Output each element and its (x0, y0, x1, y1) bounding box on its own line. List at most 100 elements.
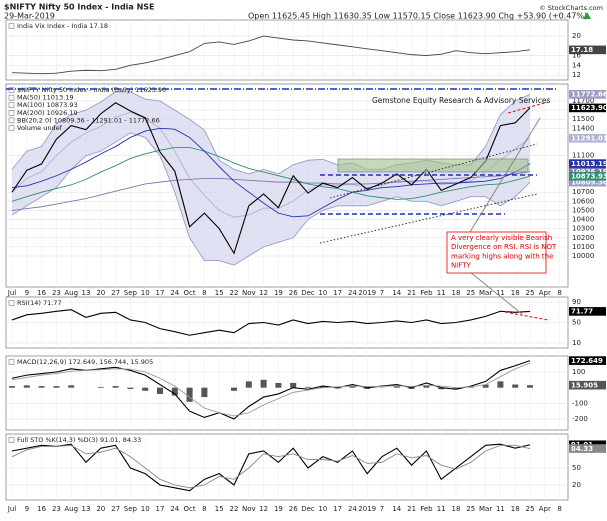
x-tick-label: Oct (184, 289, 196, 297)
histogram-bar (171, 387, 178, 396)
x-tick-label: 24 (348, 289, 357, 297)
histogram-bar (186, 387, 193, 402)
x-tick-label: 26 (289, 505, 298, 513)
band-fill (12, 91, 530, 266)
x-tick-label: 13 (82, 289, 91, 297)
quote: Open 11625.45 High 11630.35 Low 11570.15… (248, 12, 587, 21)
legend-swatch (8, 23, 15, 29)
x-tick-label: 10 (318, 289, 327, 297)
value-flag (569, 90, 606, 99)
histogram-bar (142, 387, 149, 391)
histogram-bar (201, 387, 208, 398)
note-line: NIFTY (451, 262, 471, 270)
divergence-line (504, 311, 549, 321)
value-flag-label: 71.77 (571, 308, 593, 316)
x-tick-label: 7 (380, 289, 384, 297)
series-line (11, 35, 531, 75)
x-tick-label: 22 (230, 289, 239, 297)
x-tick-label: Mar (479, 289, 492, 297)
x-tick-label: 23 (52, 505, 61, 513)
x-tick-label: 16 (37, 289, 46, 297)
y-tick-label: 50 (572, 319, 581, 327)
histogram-bar (393, 386, 400, 388)
histogram-bar (305, 386, 311, 388)
value-flag-label: 17.18 (571, 46, 593, 54)
x-tick-label: 25 (526, 289, 535, 297)
value-flag (569, 444, 606, 453)
value-flag-label: 10809.36 (571, 178, 607, 186)
x-tick-label: 20 (96, 289, 105, 297)
histogram-bar (512, 384, 519, 388)
x-tick-label: 18 (511, 505, 520, 513)
histogram-bar (260, 379, 267, 388)
legend-swatch (8, 87, 15, 93)
divergence-line (507, 101, 549, 114)
y-tick-label: 14 (572, 61, 581, 69)
x-tick-label: 17 (333, 289, 342, 297)
x-tick-label: 24 (170, 289, 179, 297)
value-flag (569, 103, 606, 113)
x-tick-label: 21 (407, 289, 416, 297)
x-tick-label: 21 (407, 505, 416, 513)
x-tick-label: 11 (437, 289, 446, 297)
x-tick-label: 8 (202, 289, 206, 297)
histogram-bar (319, 386, 326, 388)
panel-frame (5, 19, 569, 81)
x-tick-label: Oct (184, 505, 196, 513)
histogram-bar (157, 387, 163, 394)
x-tick-label: 23 (52, 289, 61, 297)
x-tick-label: 11 (496, 289, 505, 297)
histogram-bar (112, 386, 119, 388)
value-flag (569, 167, 606, 176)
y-tick-label: -100 (572, 399, 588, 407)
credit: © StockCharts.com (539, 4, 603, 12)
x-tick-label: 10 (141, 289, 150, 297)
x-tick-label: Sep (124, 289, 138, 297)
x-tick-label: 17 (333, 505, 342, 513)
histogram-bar (9, 386, 15, 388)
x-tick-label: 7 (380, 505, 384, 513)
histogram-bar (53, 386, 60, 388)
x-tick-label: 19 (274, 289, 283, 297)
x-tick-label: 11 (437, 505, 446, 513)
legend-swatch (8, 110, 15, 116)
x-tick-label: Nov (242, 289, 256, 297)
x-tick-label: 15 (215, 289, 224, 297)
value-flag (569, 307, 606, 316)
x-tick-label: 25 (466, 505, 475, 513)
x-tick-label: 10 (141, 505, 150, 513)
up-arrow (583, 12, 591, 19)
x-tick-label: Jul (7, 505, 17, 513)
x-tick-label: 26 (289, 289, 298, 297)
legend-swatch (8, 437, 15, 443)
panel-frame (5, 433, 569, 501)
x-tick-label: 2019 (358, 289, 376, 297)
legend-swatch (8, 102, 15, 108)
legend-swatch (8, 300, 15, 306)
y-tick-label: 20 (572, 32, 581, 40)
x-tick-label: 8 (557, 289, 561, 297)
x-tick-label: Apr (539, 505, 551, 513)
series-line (11, 443, 531, 492)
value-flag-label: 84.33 (571, 445, 593, 453)
x-tick-label: Aug (64, 505, 78, 513)
histogram-bar (482, 384, 489, 388)
histogram-bar (127, 387, 134, 389)
legend-label: $NIFTY Nifty 50 Index - India (Daily) 11… (17, 86, 166, 94)
legend-label: India Vix Index - India 17.18 (17, 22, 108, 30)
y-tick-label: 20 (572, 481, 581, 489)
note-line: marking highs along with the (451, 252, 553, 260)
value-flag (569, 171, 606, 181)
x-tick-label: 9 (25, 289, 29, 297)
legend-label: MA(100) 10873.93 (17, 101, 78, 109)
x-tick-label: 10 (318, 505, 327, 513)
legend-label: Volume undef (17, 124, 63, 132)
x-tick-label: 18 (452, 505, 461, 513)
x-tick-label: Jul (7, 289, 17, 297)
legend-label: BB(20,2.0) 10809.36 - 11291.01 - 11772.6… (17, 116, 160, 124)
value-flag (569, 380, 606, 390)
x-tick-label: Nov (242, 505, 256, 513)
note-line: Divergence on RSI. RSI is NOT (451, 243, 557, 251)
